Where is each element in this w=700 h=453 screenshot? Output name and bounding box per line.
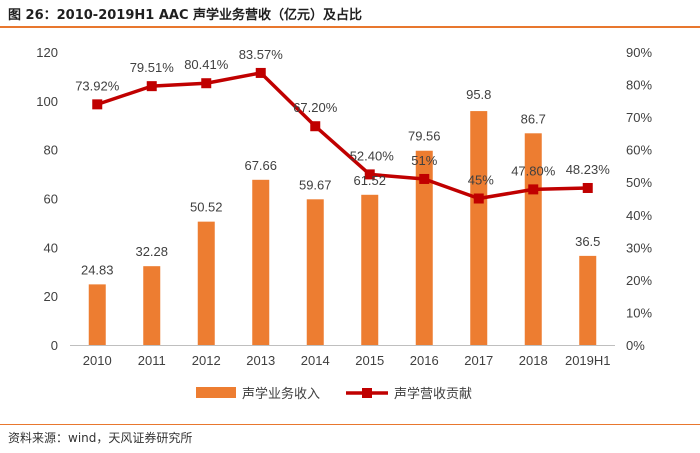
x-axis-tick-label: 2012: [192, 353, 221, 368]
bar: [361, 194, 379, 345]
bar-data-label: 59.67: [299, 177, 332, 192]
bar: [579, 255, 597, 345]
right-axis-tick-label: 90%: [626, 45, 652, 60]
right-axis-tick-label: 50%: [626, 175, 652, 190]
left-axis-tick-label: 0: [51, 338, 58, 353]
bar-series: [88, 111, 597, 345]
bar: [306, 199, 324, 345]
line-data-label: 80.41%: [184, 57, 229, 72]
line-point: [92, 99, 103, 110]
left-axis-tick-label: 20: [44, 289, 58, 304]
legend-line-marker: [362, 388, 372, 398]
bar-data-label: 32.28: [135, 244, 168, 259]
right-axis-tick-label: 10%: [626, 305, 652, 320]
right-axis-tick-label: 70%: [626, 110, 652, 125]
bar-data-label: 79.56: [408, 129, 441, 144]
line-data-label: 79.51%: [130, 60, 175, 75]
x-axis-tick-label: 2013: [246, 353, 275, 368]
bar-data-label: 24.83: [81, 262, 114, 277]
right-axis-tick-label: 60%: [626, 143, 652, 158]
figure-title: 图 26：2010-2019H1 AAC 声学业务营收（亿元）及占比: [8, 8, 363, 23]
line-point: [528, 184, 539, 195]
line-point: [201, 78, 212, 89]
right-axis-tick-label: 20%: [626, 273, 652, 288]
legend-bar-label: 声学业务收入: [242, 386, 320, 401]
right-axis-tick-label: 40%: [626, 208, 652, 223]
left-axis-tick-label: 80: [44, 143, 58, 158]
right-axis-tick-label: 0%: [626, 338, 645, 353]
bar-data-label: 61.52: [353, 173, 386, 188]
x-axis-tick-label: 2015: [355, 353, 384, 368]
bar: [470, 111, 488, 345]
line-path: [96, 71, 588, 201]
x-axis-tick-label: 2010: [83, 353, 112, 368]
bottom-rule: [0, 424, 700, 425]
bar-data-label: 50.52: [190, 200, 223, 215]
axes: 0 20 40 60 80 100 120 0% 10% 20% 30% 40% 50% 60% 70% 80…: [36, 45, 652, 368]
line-point: [419, 173, 430, 184]
line-data-label: 51%: [411, 153, 437, 168]
legend-line-label: 声学营收贡献: [394, 386, 472, 401]
bar-data-label: 86.7: [521, 111, 546, 126]
bar: [415, 150, 433, 345]
line-data-label: 48.23%: [566, 162, 611, 177]
right-axis-tick-label: 80%: [626, 78, 652, 93]
line-data-label: 45%: [468, 173, 494, 188]
bar: [143, 266, 161, 345]
left-axis-tick-label: 100: [36, 94, 58, 109]
line-data-label: 52.40%: [350, 148, 395, 163]
bar: [252, 179, 270, 345]
x-axis-tick-label: 2011: [138, 353, 166, 368]
line-data-label: 47.80%: [511, 163, 556, 178]
line-series: [92, 67, 593, 204]
x-axis-tick-label: 2018: [519, 353, 548, 368]
legend-bar-swatch: [196, 387, 236, 398]
bar: [197, 221, 215, 345]
line-data-label: 83.57%: [239, 47, 284, 62]
right-axis-tick-label: 30%: [626, 240, 652, 255]
left-axis-tick-label: 120: [36, 45, 58, 60]
line-point: [473, 193, 484, 204]
x-axis-tick-label: 2017: [464, 353, 493, 368]
source-note: 资料来源：wind，天风证券研究所: [8, 431, 193, 445]
line-point: [364, 169, 375, 180]
x-axis-tick-label: 2016: [410, 353, 439, 368]
bar-data-label: 95.8: [466, 87, 491, 102]
line-data-label: 67.20%: [293, 100, 338, 115]
top-rule: [0, 26, 700, 28]
line-point: [582, 182, 593, 193]
bar-data-label: 67.66: [244, 158, 277, 173]
x-axis-tick-label: 2019H1: [565, 353, 611, 368]
left-axis-tick-label: 40: [44, 240, 58, 255]
bar-data-label: 36.5: [575, 234, 600, 249]
legend: 声学业务收入 声学营收贡献: [196, 386, 472, 401]
line-point: [146, 81, 157, 92]
x-axis-tick-label: 2014: [301, 353, 330, 368]
line-point: [255, 67, 266, 78]
line-point: [310, 121, 321, 132]
line-data-label: 73.92%: [75, 78, 120, 93]
left-axis-tick-label: 60: [44, 192, 58, 207]
data-labels: 24.83 32.28 50.52 67.66 59.67 61.52 79.56 95.8 8…: [75, 47, 610, 277]
bar: [88, 284, 106, 345]
